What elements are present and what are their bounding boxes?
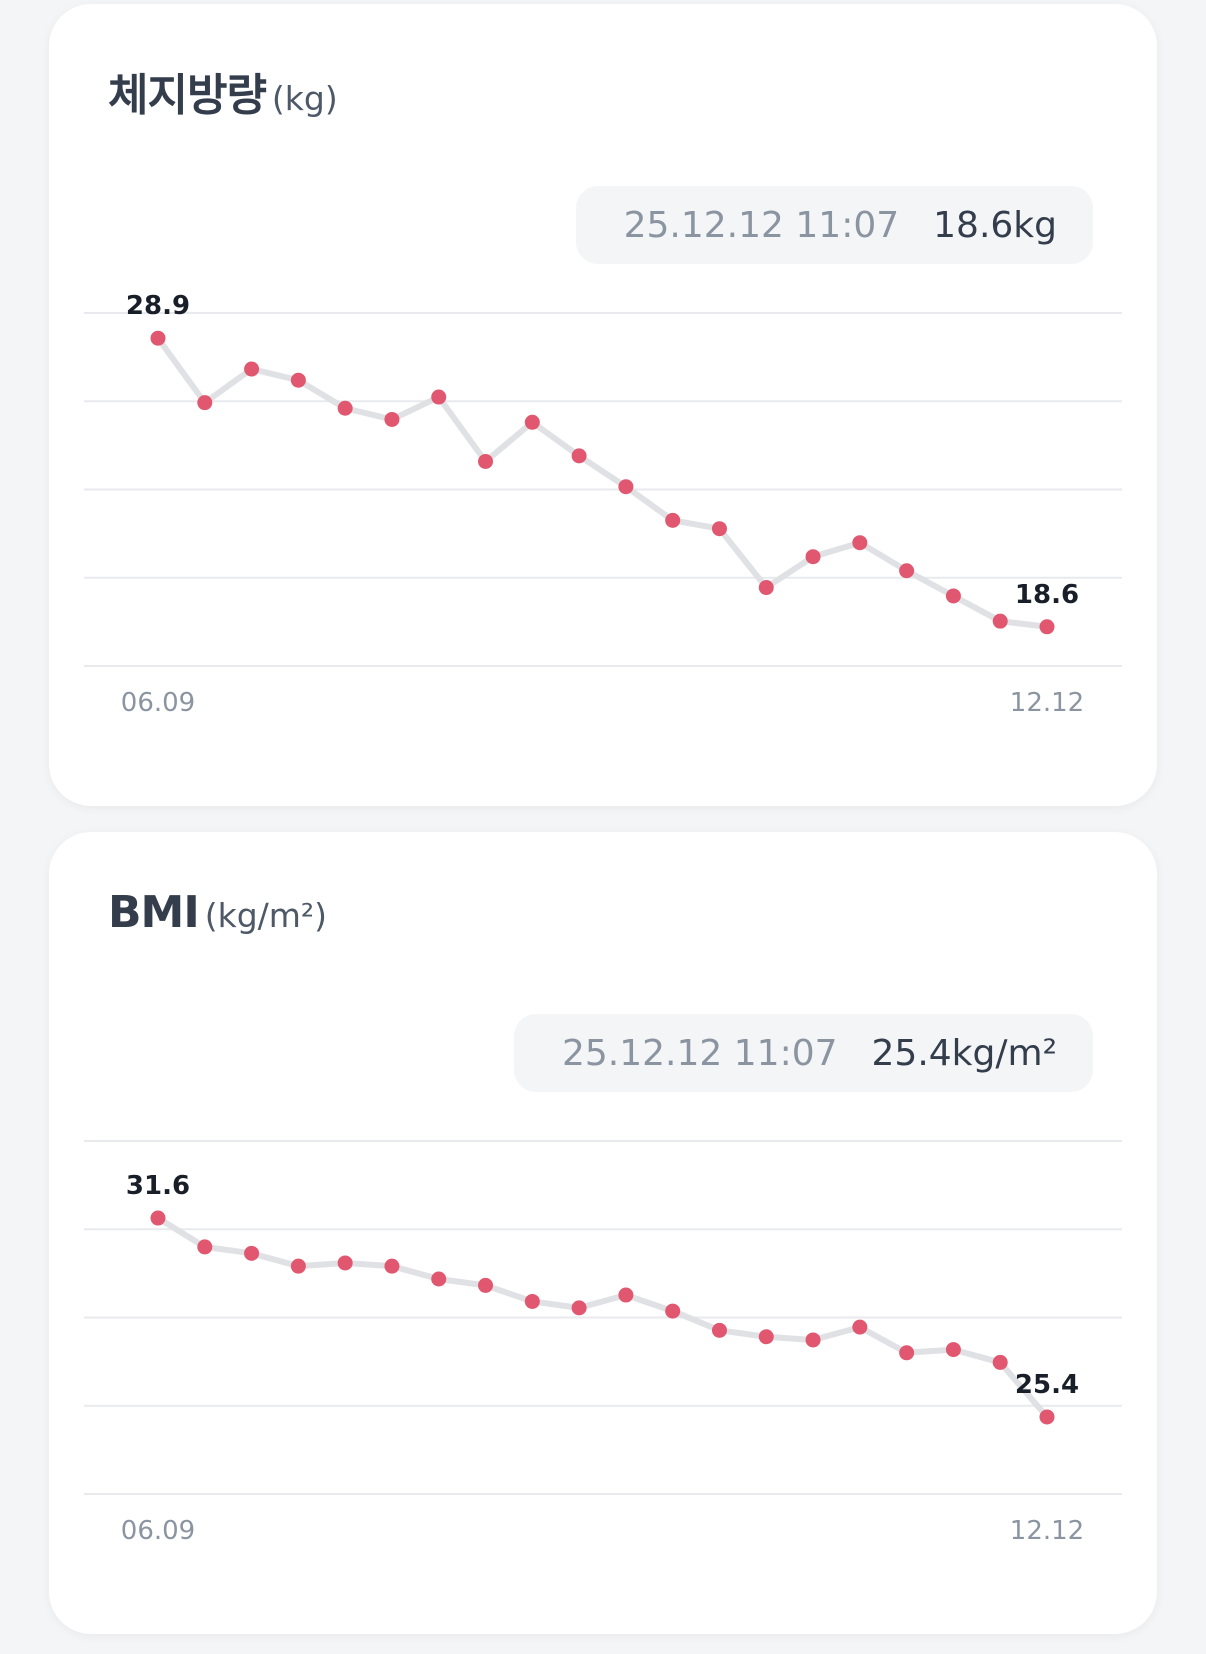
data-point[interactable] (992, 613, 1008, 629)
x-tick-start: 06.09 (121, 1516, 195, 1546)
data-point[interactable] (337, 400, 353, 416)
data-point[interactable] (945, 1342, 961, 1358)
data-point[interactable] (618, 1287, 634, 1303)
card-title: 체지방량 (kg) (108, 59, 338, 123)
data-point[interactable] (945, 588, 961, 604)
data-point[interactable] (899, 1345, 915, 1361)
chart-unit: (kg) (271, 79, 338, 118)
data-point[interactable] (665, 512, 681, 528)
data-point[interactable] (852, 1319, 868, 1335)
data-point[interactable] (899, 563, 915, 579)
data-point[interactable] (431, 1271, 447, 1287)
chart-unit: (kg/m²) (204, 896, 328, 935)
data-points (150, 330, 1055, 635)
data-point[interactable] (150, 1210, 166, 1226)
data-points (150, 1210, 1055, 1425)
chart-title: 체지방량 (108, 70, 267, 121)
bmi-chart[interactable]: 31.6 25.4 06.09 12.12 (49, 832, 1157, 1634)
data-point[interactable] (197, 1239, 213, 1255)
data-point[interactable] (524, 414, 540, 430)
bmi-card: BMI (kg/m²) 25.12.12 11:07 25.4kg/m² 31.6… (49, 832, 1157, 1634)
data-point[interactable] (290, 372, 306, 388)
data-point[interactable] (384, 411, 400, 427)
selected-value: 25.4kg/m² (871, 1032, 1057, 1074)
data-point[interactable] (571, 448, 587, 464)
selected-date: 25.12.12 11:07 (623, 204, 900, 246)
data-point[interactable] (711, 1322, 727, 1338)
first-value-label: 31.6 (126, 1171, 190, 1201)
data-point[interactable] (244, 1245, 260, 1261)
grid-lines (84, 1140, 1122, 1495)
data-point[interactable] (665, 1303, 681, 1319)
x-tick-end: 12.12 (1010, 688, 1084, 718)
data-point[interactable] (992, 1354, 1008, 1370)
data-point[interactable] (337, 1255, 353, 1271)
data-point[interactable] (478, 1277, 494, 1293)
data-point[interactable] (758, 580, 774, 596)
data-point[interactable] (150, 330, 166, 346)
card-title: BMI (kg/m²) (108, 887, 327, 938)
last-value-label: 18.6 (1015, 580, 1079, 610)
selected-value-tooltip: 25.12.12 11:07 18.6kg (575, 186, 1093, 264)
data-point[interactable] (758, 1329, 774, 1345)
last-value-label: 25.4 (1015, 1370, 1079, 1400)
data-point[interactable] (431, 389, 447, 405)
data-point[interactable] (1039, 1409, 1055, 1425)
data-point[interactable] (618, 479, 634, 495)
selected-value-tooltip: 25.12.12 11:07 25.4kg/m² (514, 1014, 1093, 1092)
data-point[interactable] (571, 1300, 587, 1316)
x-tick-start: 06.09 (121, 688, 195, 718)
data-point[interactable] (1039, 619, 1055, 635)
first-value-label: 28.9 (126, 291, 190, 321)
data-point[interactable] (852, 535, 868, 551)
data-point[interactable] (244, 361, 260, 377)
selected-value: 18.6kg (933, 204, 1057, 246)
body-fat-chart[interactable]: 28.9 18.6 06.09 12.12 (49, 4, 1157, 806)
grid-lines (84, 312, 1122, 667)
data-point[interactable] (384, 1258, 400, 1274)
data-point[interactable] (197, 395, 213, 411)
data-point[interactable] (524, 1293, 540, 1309)
data-point[interactable] (711, 521, 727, 537)
x-tick-end: 12.12 (1010, 1516, 1084, 1546)
data-point[interactable] (805, 1332, 821, 1348)
chart-title: BMI (108, 887, 200, 938)
selected-date: 25.12.12 11:07 (562, 1032, 838, 1074)
data-point[interactable] (805, 549, 821, 565)
series-line (155, 335, 1050, 630)
series-line (155, 1215, 1050, 1420)
data-point[interactable] (478, 453, 494, 469)
data-point[interactable] (290, 1258, 306, 1274)
body-fat-card: 체지방량 (kg) 25.12.12 11:07 18.6kg 28.9 18.6… (49, 4, 1157, 806)
